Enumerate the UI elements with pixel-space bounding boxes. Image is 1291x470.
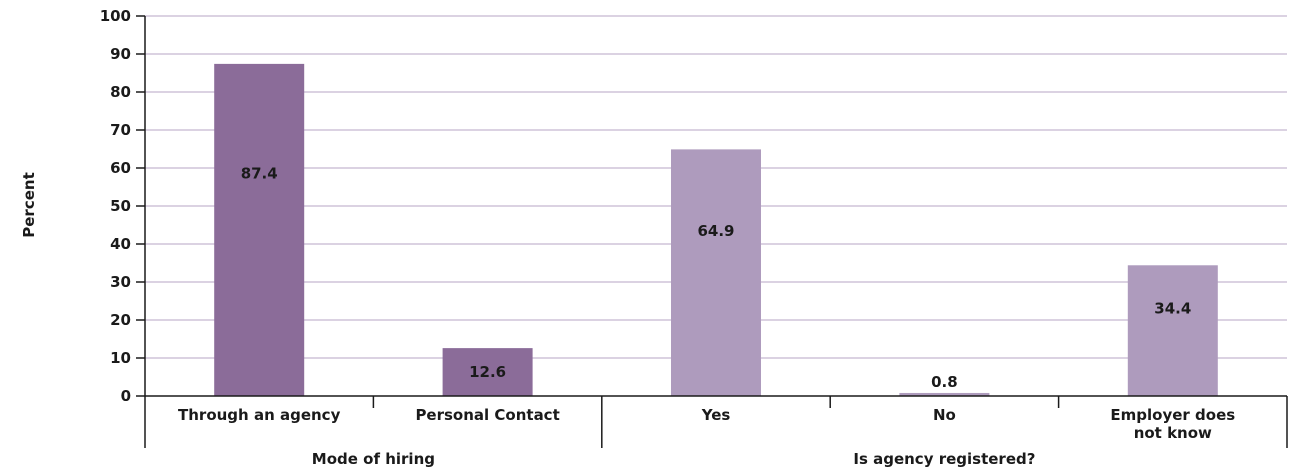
y-tick-label-90: 90 [110,45,131,63]
category-label-2-0: Yes [701,406,731,424]
bar-2 [671,149,761,396]
bar-1 [442,348,533,396]
value-label-2: 64.9 [697,222,734,240]
y-tick-label-40: 40 [110,235,131,253]
y-tick-label-70: 70 [110,121,131,139]
bar-4 [1127,265,1218,396]
category-label-0-0: Through an agency [178,406,341,424]
y-tick-label-10: 10 [110,349,131,367]
y-tick-label-50: 50 [110,197,131,215]
bars [214,63,1218,396]
value-label-0: 87.4 [241,164,278,182]
group-label-0: Mode of hiring [312,450,435,468]
y-tick-label-30: 30 [110,273,131,291]
axes: 0 10 20 30 40 50 60 70 80 90 100 [100,7,1288,448]
y-tick-label-100: 100 [100,7,131,25]
y-tick-label-80: 80 [110,83,131,101]
value-label-1: 12.6 [469,363,506,381]
bar-3 [899,392,990,396]
bar-0 [214,63,305,396]
value-label-4: 34.4 [1154,299,1191,317]
group-label-1: Is agency registered? [853,450,1035,468]
category-label-1-0: Personal Contact [415,406,559,424]
category-label-3-0: No [933,406,956,424]
value-label-3: 0.8 [931,373,958,391]
y-tick-label-0: 0 [121,387,131,405]
y-tick-label-60: 60 [110,159,131,177]
y-axis-title: Percent [20,172,38,237]
category-label-4-1: not know [1134,424,1212,442]
y-tick-label-20: 20 [110,311,131,329]
labels: 87.4 Through an agency 12.6 Personal Contac… [178,164,1235,468]
category-label-4-0: Employer does [1110,406,1235,424]
